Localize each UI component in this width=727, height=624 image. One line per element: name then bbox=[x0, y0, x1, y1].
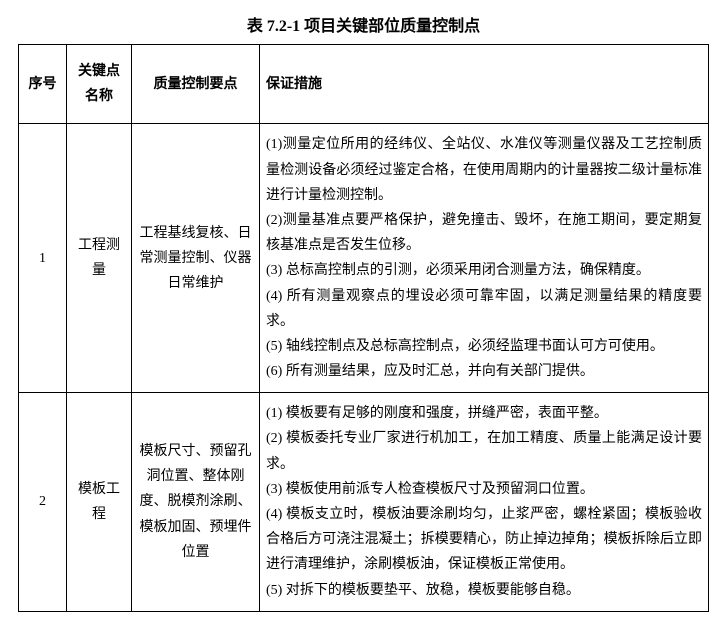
cell-points: 模板尺寸、预留孔洞位置、整体刚度、脱模剂涂刷、模板加固、预埋件位置 bbox=[132, 393, 260, 612]
measure-item: (5) 对拆下的模板要垫平、放稳，模板要能够自稳。 bbox=[266, 578, 702, 603]
header-row: 序号 关键点名称 质量控制要点 保证措施 bbox=[19, 45, 709, 124]
quality-control-table: 序号 关键点名称 质量控制要点 保证措施 1 工程测量 工程基线复核、日常测量控… bbox=[18, 44, 709, 612]
measure-item: (2) 模板委托专业厂家进行机加工，在加工精度、质量上能满足设计要求。 bbox=[266, 426, 702, 476]
measure-item: (1) 模板要有足够的刚度和强度，拼缝严密，表面平整。 bbox=[266, 401, 702, 426]
header-name: 关键点名称 bbox=[67, 45, 132, 124]
cell-measures: (1) 模板要有足够的刚度和强度，拼缝严密，表面平整。 (2) 模板委托专业厂家… bbox=[260, 393, 709, 612]
table-title: 表 7.2-1 项目关键部位质量控制点 bbox=[18, 12, 709, 36]
cell-index: 2 bbox=[19, 393, 67, 612]
cell-name: 模板工程 bbox=[67, 393, 132, 612]
measure-item: (3) 总标高控制点的引测，必须采用闭合测量方法，确保精度。 bbox=[266, 258, 702, 283]
header-measures: 保证措施 bbox=[260, 45, 709, 124]
table-row: 2 模板工程 模板尺寸、预留孔洞位置、整体刚度、脱模剂涂刷、模板加固、预埋件位置… bbox=[19, 393, 709, 612]
cell-name: 工程测量 bbox=[67, 124, 132, 393]
measure-item: (4) 模板支立时，模板油要涂刷均匀，止浆严密，螺栓紧固；模板验收合格后方可浇注… bbox=[266, 502, 702, 578]
measure-item: (5) 轴线控制点及总标高控制点，必须经监理书面认可方可使用。 bbox=[266, 334, 702, 359]
measure-item: (3) 模板使用前派专人检查模板尺寸及预留洞口位置。 bbox=[266, 477, 702, 502]
cell-index: 1 bbox=[19, 124, 67, 393]
measure-item: (1)测量定位所用的经纬仪、全站仪、水准仪等测量仪器及工艺控制质量检测设备必须经… bbox=[266, 132, 702, 208]
cell-points: 工程基线复核、日常测量控制、仪器日常维护 bbox=[132, 124, 260, 393]
measure-item: (6) 所有测量结果，应及时汇总，并向有关部门提供。 bbox=[266, 359, 702, 384]
measure-item: (4) 所有测量观察点的埋设必须可靠牢固，以满足测量结果的精度要求。 bbox=[266, 284, 702, 334]
header-index: 序号 bbox=[19, 45, 67, 124]
cell-measures: (1)测量定位所用的经纬仪、全站仪、水准仪等测量仪器及工艺控制质量检测设备必须经… bbox=[260, 124, 709, 393]
header-points: 质量控制要点 bbox=[132, 45, 260, 124]
table-row: 1 工程测量 工程基线复核、日常测量控制、仪器日常维护 (1)测量定位所用的经纬… bbox=[19, 124, 709, 393]
measure-item: (2)测量基准点要严格保护，避免撞击、毁坏，在施工期间，要定期复核基准点是否发生… bbox=[266, 208, 702, 258]
table-body: 1 工程测量 工程基线复核、日常测量控制、仪器日常维护 (1)测量定位所用的经纬… bbox=[19, 124, 709, 611]
